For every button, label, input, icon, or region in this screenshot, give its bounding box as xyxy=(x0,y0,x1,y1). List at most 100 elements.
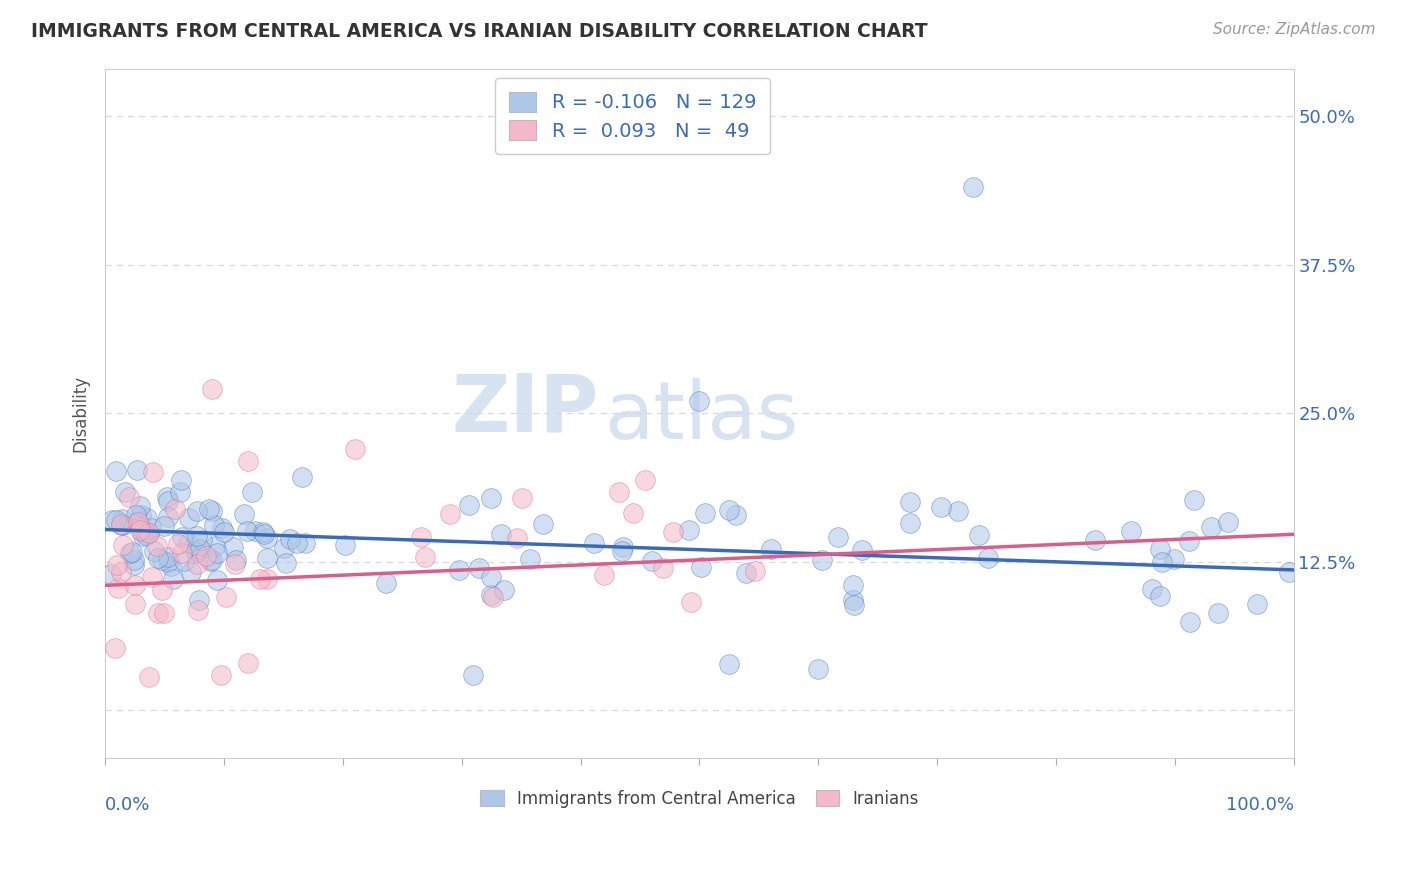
Point xyxy=(222,540,245,554)
Point xyxy=(173,554,195,568)
Point xyxy=(1140,582,1163,596)
Point xyxy=(898,516,921,530)
Point xyxy=(1149,589,1171,603)
Point xyxy=(717,502,740,516)
Point xyxy=(138,670,160,684)
Point xyxy=(188,541,211,556)
Point xyxy=(224,557,246,571)
Point xyxy=(678,524,700,538)
Point xyxy=(273,541,295,555)
Point xyxy=(479,570,502,584)
Point xyxy=(413,549,436,564)
Point xyxy=(249,572,271,586)
Point xyxy=(107,581,129,595)
Point xyxy=(156,510,179,524)
Point xyxy=(118,546,141,560)
Point xyxy=(170,474,193,488)
Point xyxy=(929,500,952,514)
Point xyxy=(204,518,226,533)
Point xyxy=(186,546,208,560)
Point xyxy=(278,533,301,547)
Point xyxy=(1163,551,1185,566)
Point xyxy=(127,463,149,477)
Point xyxy=(212,524,235,539)
Point xyxy=(724,508,747,522)
Point xyxy=(142,466,165,480)
Point xyxy=(118,491,141,505)
Point xyxy=(343,442,366,456)
Point xyxy=(186,558,208,572)
Y-axis label: Disability: Disability xyxy=(72,375,89,451)
Point xyxy=(1182,493,1205,508)
Point xyxy=(146,539,169,553)
Point xyxy=(256,572,278,586)
Point xyxy=(641,554,664,568)
Point xyxy=(479,588,502,602)
Point xyxy=(110,518,132,533)
Point xyxy=(285,536,308,550)
Point xyxy=(163,501,186,516)
Point xyxy=(1199,520,1222,534)
Point xyxy=(110,565,132,579)
Point xyxy=(129,520,152,534)
Point xyxy=(233,507,256,521)
Text: 0.0%: 0.0% xyxy=(105,796,150,814)
Point xyxy=(124,598,146,612)
Point xyxy=(112,518,135,533)
Point xyxy=(651,560,673,574)
Point xyxy=(198,501,221,516)
Point xyxy=(1216,515,1239,529)
Point xyxy=(152,606,174,620)
Point xyxy=(156,490,179,504)
Point xyxy=(842,599,865,613)
Text: ZIP: ZIP xyxy=(451,371,599,449)
Point xyxy=(122,553,145,567)
Point xyxy=(169,485,191,500)
Point xyxy=(479,491,502,505)
Point xyxy=(225,553,247,567)
Point xyxy=(621,506,644,520)
Point xyxy=(135,528,157,542)
Point xyxy=(612,544,634,558)
Point xyxy=(180,566,202,580)
Point xyxy=(157,550,180,565)
Point xyxy=(482,590,505,604)
Point xyxy=(187,603,209,617)
Point xyxy=(204,539,226,553)
Point xyxy=(124,578,146,592)
Point xyxy=(177,510,200,524)
Text: 100.0%: 100.0% xyxy=(1226,796,1294,814)
Point xyxy=(101,513,124,527)
Point xyxy=(205,546,228,560)
Point xyxy=(851,542,873,557)
Point xyxy=(468,560,491,574)
Point xyxy=(177,535,200,549)
Point xyxy=(191,533,214,547)
Point xyxy=(159,558,181,573)
Point xyxy=(125,508,148,522)
Point xyxy=(461,667,484,681)
Point xyxy=(209,668,232,682)
Text: atlas: atlas xyxy=(605,377,799,456)
Point xyxy=(898,495,921,509)
Point xyxy=(492,582,515,597)
Point xyxy=(124,516,146,530)
Point xyxy=(969,528,991,542)
Point xyxy=(153,518,176,533)
Point xyxy=(236,453,259,467)
Point xyxy=(138,525,160,540)
Point xyxy=(291,470,314,484)
Point xyxy=(146,607,169,621)
Point xyxy=(186,543,208,558)
Point xyxy=(256,531,278,545)
Point xyxy=(129,523,152,537)
Point xyxy=(104,641,127,656)
Point xyxy=(1121,524,1143,538)
Point xyxy=(593,567,616,582)
Point xyxy=(506,531,529,545)
Point xyxy=(531,517,554,532)
Point xyxy=(170,546,193,560)
Point xyxy=(335,538,357,552)
Point xyxy=(105,513,128,527)
Point xyxy=(634,473,657,487)
